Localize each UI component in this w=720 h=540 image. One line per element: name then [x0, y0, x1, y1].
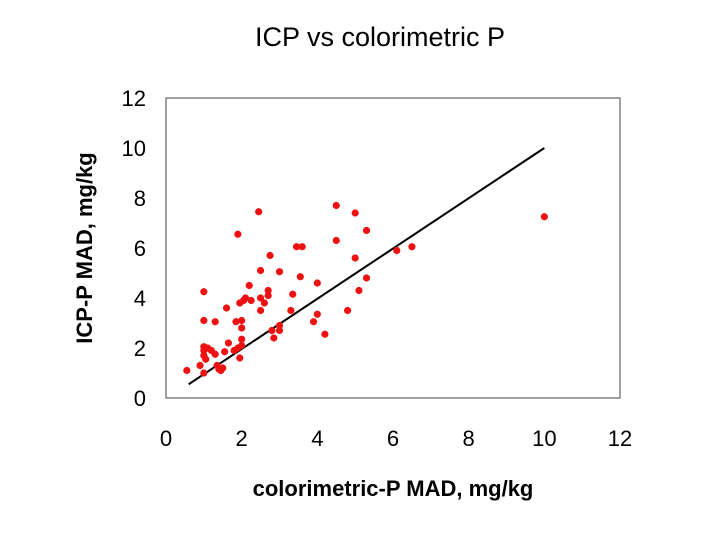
data-point	[309, 318, 318, 326]
data-point	[238, 324, 246, 332]
x-tick-label: 4	[311, 426, 323, 451]
y-tick-label: 4	[134, 286, 146, 311]
data-point	[219, 364, 227, 372]
data-point	[256, 266, 265, 275]
data-point	[332, 201, 340, 210]
data-point	[232, 318, 240, 326]
data-point	[247, 296, 255, 305]
x-tick-label: 0	[160, 426, 172, 451]
data-point	[238, 335, 246, 343]
y-tick-labels: 0 2 4 6 8 10 12	[122, 86, 146, 411]
data-point	[344, 306, 352, 315]
data-point	[287, 306, 295, 315]
data-point	[256, 306, 265, 315]
data-point	[264, 286, 272, 295]
data-point	[234, 230, 242, 238]
data-point	[332, 236, 340, 245]
data-point	[275, 268, 284, 276]
plot-area-frame	[165, 97, 621, 399]
data-point	[256, 294, 265, 302]
data-point	[408, 243, 416, 251]
data-point	[245, 281, 253, 290]
data-point	[200, 288, 208, 296]
x-tick-label: 8	[463, 426, 475, 451]
data-point	[313, 279, 321, 287]
data-point	[355, 286, 363, 295]
data-point	[351, 254, 359, 262]
data-point	[238, 341, 246, 350]
data-point	[298, 243, 306, 251]
x-tick-label: 6	[387, 426, 399, 451]
data-point	[221, 348, 229, 356]
data-point	[393, 246, 401, 255]
x-axis-label: colorimetric-P MAD, mg/kg	[253, 476, 534, 501]
x-tick-label: 12	[608, 426, 632, 451]
data-point	[362, 274, 371, 282]
y-axis-label: ICP-P MAD, mg/kg	[72, 152, 97, 344]
data-points	[183, 201, 548, 377]
data-point	[224, 339, 233, 347]
data-point	[268, 326, 276, 335]
data-point	[222, 304, 231, 312]
data-point	[264, 291, 272, 300]
y-tick-label: 2	[134, 336, 146, 361]
data-point	[313, 310, 321, 318]
data-point	[275, 321, 284, 330]
data-point	[540, 213, 548, 221]
data-point	[266, 251, 274, 260]
data-point	[200, 316, 208, 325]
data-point	[292, 243, 301, 251]
y-tick-label: 10	[122, 136, 146, 161]
data-point	[183, 366, 191, 375]
data-point	[270, 334, 278, 342]
fit-line	[188, 147, 545, 386]
y-tick-label: 8	[134, 186, 146, 211]
data-point	[296, 273, 304, 281]
data-point	[260, 299, 268, 307]
data-point	[200, 369, 208, 377]
y-tick-label: 0	[134, 386, 146, 411]
data-point	[241, 294, 250, 302]
x-tick-labels: 0 2 4 6 8 10 12	[160, 426, 632, 451]
data-point	[275, 326, 284, 335]
data-point	[196, 361, 204, 370]
x-tick-label: 10	[532, 426, 556, 451]
data-point	[321, 330, 329, 338]
data-point	[211, 350, 219, 358]
x-tick-label: 2	[236, 426, 248, 451]
data-point	[202, 355, 210, 363]
data-point	[255, 208, 263, 216]
data-point	[211, 318, 219, 326]
fit-line-group	[188, 147, 545, 386]
y-tick-label: 12	[122, 86, 146, 111]
y-tick-label: 6	[134, 236, 146, 261]
data-point	[362, 226, 371, 235]
slide-title: ICP vs colorimetric P	[254, 22, 506, 52]
data-point	[351, 209, 359, 217]
data-point	[289, 290, 297, 298]
data-point	[236, 354, 244, 362]
data-point	[238, 316, 246, 325]
